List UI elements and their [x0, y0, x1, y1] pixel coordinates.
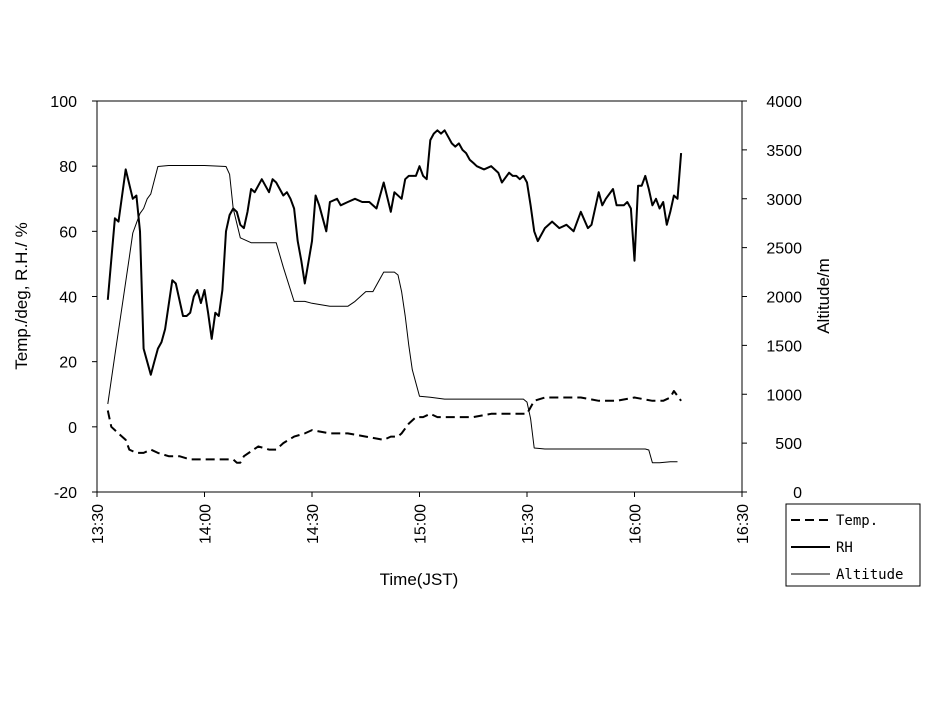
left-tick-label: -20: [54, 485, 77, 502]
legend: Temp. RH Altitude: [785, 503, 921, 587]
right-tick-label: 3000: [766, 192, 802, 209]
left-tick-label: 100: [50, 94, 77, 111]
left-tick-label: 80: [59, 159, 77, 176]
right-tick-label: 3500: [766, 143, 802, 160]
right-tick-label: 500: [775, 436, 802, 453]
right-tick-label: 2500: [766, 241, 802, 258]
series-layer: [106, 129, 683, 464]
y-axis-label-right: Altitude/m: [814, 258, 833, 334]
x-tick-label: 16:00: [628, 504, 645, 544]
left-tick-label: 60: [59, 224, 77, 241]
x-tick-label: 16:30: [735, 504, 752, 544]
x-tick-label: 14:00: [198, 504, 215, 544]
x-tick-label: 13:30: [90, 504, 107, 544]
legend-box: [785, 503, 921, 587]
x-tick-label: 15:00: [413, 504, 430, 544]
legend-label-altitude: Altitude: [836, 567, 903, 583]
left-tick-label: 20: [59, 355, 77, 372]
legend-label-temp: Temp.: [836, 513, 878, 529]
right-tick-label: 4000: [766, 94, 802, 111]
right-axis-ticks: 0 500 1000 1500 2000 2500 3000 3500 4000: [742, 94, 802, 502]
left-tick-label: 0: [68, 420, 77, 437]
series-line-altitude: [107, 165, 678, 464]
right-tick-label: 1000: [766, 387, 802, 404]
left-axis-ticks: -20 0 20 40 60 80 100: [50, 94, 97, 502]
x-tick-label: 14:30: [305, 504, 322, 544]
x-axis-label: Time(JST): [380, 570, 459, 589]
right-tick-label: 2000: [766, 290, 802, 307]
y-axis-label-left: Temp./deg, R.H./ %: [12, 222, 31, 369]
right-tick-label: 0: [793, 485, 802, 502]
x-tick-label: 15:30: [520, 504, 537, 544]
legend-label-rh: RH: [836, 540, 853, 556]
series-line-temp: [106, 390, 682, 464]
right-tick-label: 1500: [766, 338, 802, 355]
x-axis-ticks: 13:30 14:00 14:30 15:00 15:30 16:00 16:30: [90, 492, 752, 544]
series-line-rh: [106, 129, 683, 376]
left-tick-label: 40: [59, 290, 77, 307]
